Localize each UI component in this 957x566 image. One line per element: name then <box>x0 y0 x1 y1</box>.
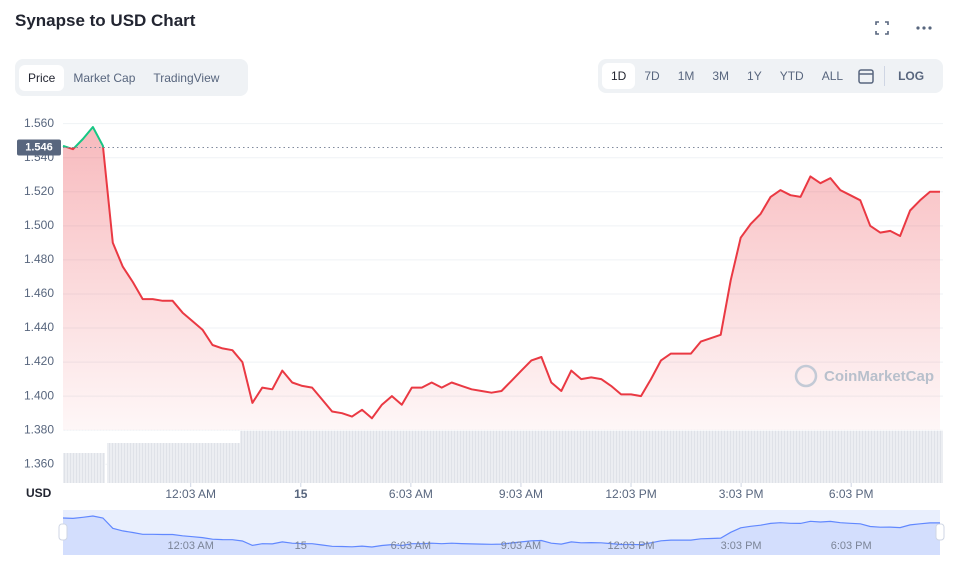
navigator-handle[interactable] <box>935 523 945 541</box>
y-tick-label: 1.440 <box>24 320 54 334</box>
volume-band <box>240 431 943 483</box>
y-tick-label: 1.420 <box>24 354 54 368</box>
navigator-tick-label: 6:03 PM <box>831 540 872 552</box>
watermark: CoinMarketCap <box>824 368 934 385</box>
range-button[interactable]: 7D <box>644 69 660 83</box>
x-tick-label: 15 <box>294 487 308 501</box>
x-tick-label: 12:03 PM <box>605 487 656 501</box>
navigator-tick-label: 9:03 AM <box>501 540 541 552</box>
navigator-handle[interactable] <box>58 523 68 541</box>
range-button[interactable]: 1Y <box>747 69 762 83</box>
range-button[interactable]: 3M <box>712 69 730 83</box>
y-tick-label: 1.360 <box>24 456 54 470</box>
y-axis-label: USD <box>26 486 52 500</box>
navigator-tick-label: 15 <box>295 540 307 552</box>
area-fill <box>63 127 940 430</box>
y-tick-label: 1.520 <box>24 184 54 198</box>
navigator-tick-label: 12:03 AM <box>167 540 213 552</box>
watermark-logo <box>794 364 818 388</box>
range-button[interactable]: ALL <box>821 69 844 83</box>
y-tick-label: 1.480 <box>24 252 54 266</box>
navigator-tick-label: 12:03 PM <box>607 540 654 552</box>
tab[interactable]: Price <box>19 64 65 91</box>
separator <box>884 66 886 86</box>
tab[interactable]: Market Cap <box>73 70 136 85</box>
range-button[interactable]: 1D <box>602 63 636 89</box>
navigator-tick-label: 3:03 PM <box>721 540 762 552</box>
current-price-badge <box>17 139 61 156</box>
volume-band <box>107 443 240 483</box>
x-tick-label: 3:03 PM <box>719 487 764 501</box>
x-tick-label: 9:03 AM <box>499 487 543 501</box>
tab-group: Price Market Cap TradingView <box>15 59 248 96</box>
y-tick-label: 1.500 <box>24 218 54 232</box>
navigator-area <box>63 516 940 555</box>
title: Synapse to USD Chart <box>15 11 196 30</box>
y-tick-label: 1.460 <box>24 286 54 300</box>
navigator-tick-label: 6:03 AM <box>391 540 431 552</box>
x-tick-label: 6:03 PM <box>829 487 874 501</box>
x-tick-label: 6:03 AM <box>389 487 433 501</box>
y-tick-label: 1.560 <box>24 116 54 130</box>
log-button[interactable]: LOG <box>898 69 925 83</box>
x-tick-label: 12:03 AM <box>165 487 216 501</box>
calendar-icon[interactable] <box>852 66 880 86</box>
price-line <box>62 126 940 420</box>
current-price-label: 1.546 <box>25 141 53 153</box>
tab[interactable]: TradingView <box>153 70 220 85</box>
header-icons[interactable] <box>872 18 942 38</box>
y-tick-label: 1.380 <box>24 422 54 436</box>
range-group: 1D 7D 1M 3M 1Y YTD ALL LOG <box>598 59 943 93</box>
navigator-line <box>62 515 940 548</box>
y-tick-label: 1.400 <box>24 388 54 402</box>
range-button[interactable]: YTD <box>779 69 804 83</box>
range-button[interactable]: 1M <box>677 69 695 83</box>
